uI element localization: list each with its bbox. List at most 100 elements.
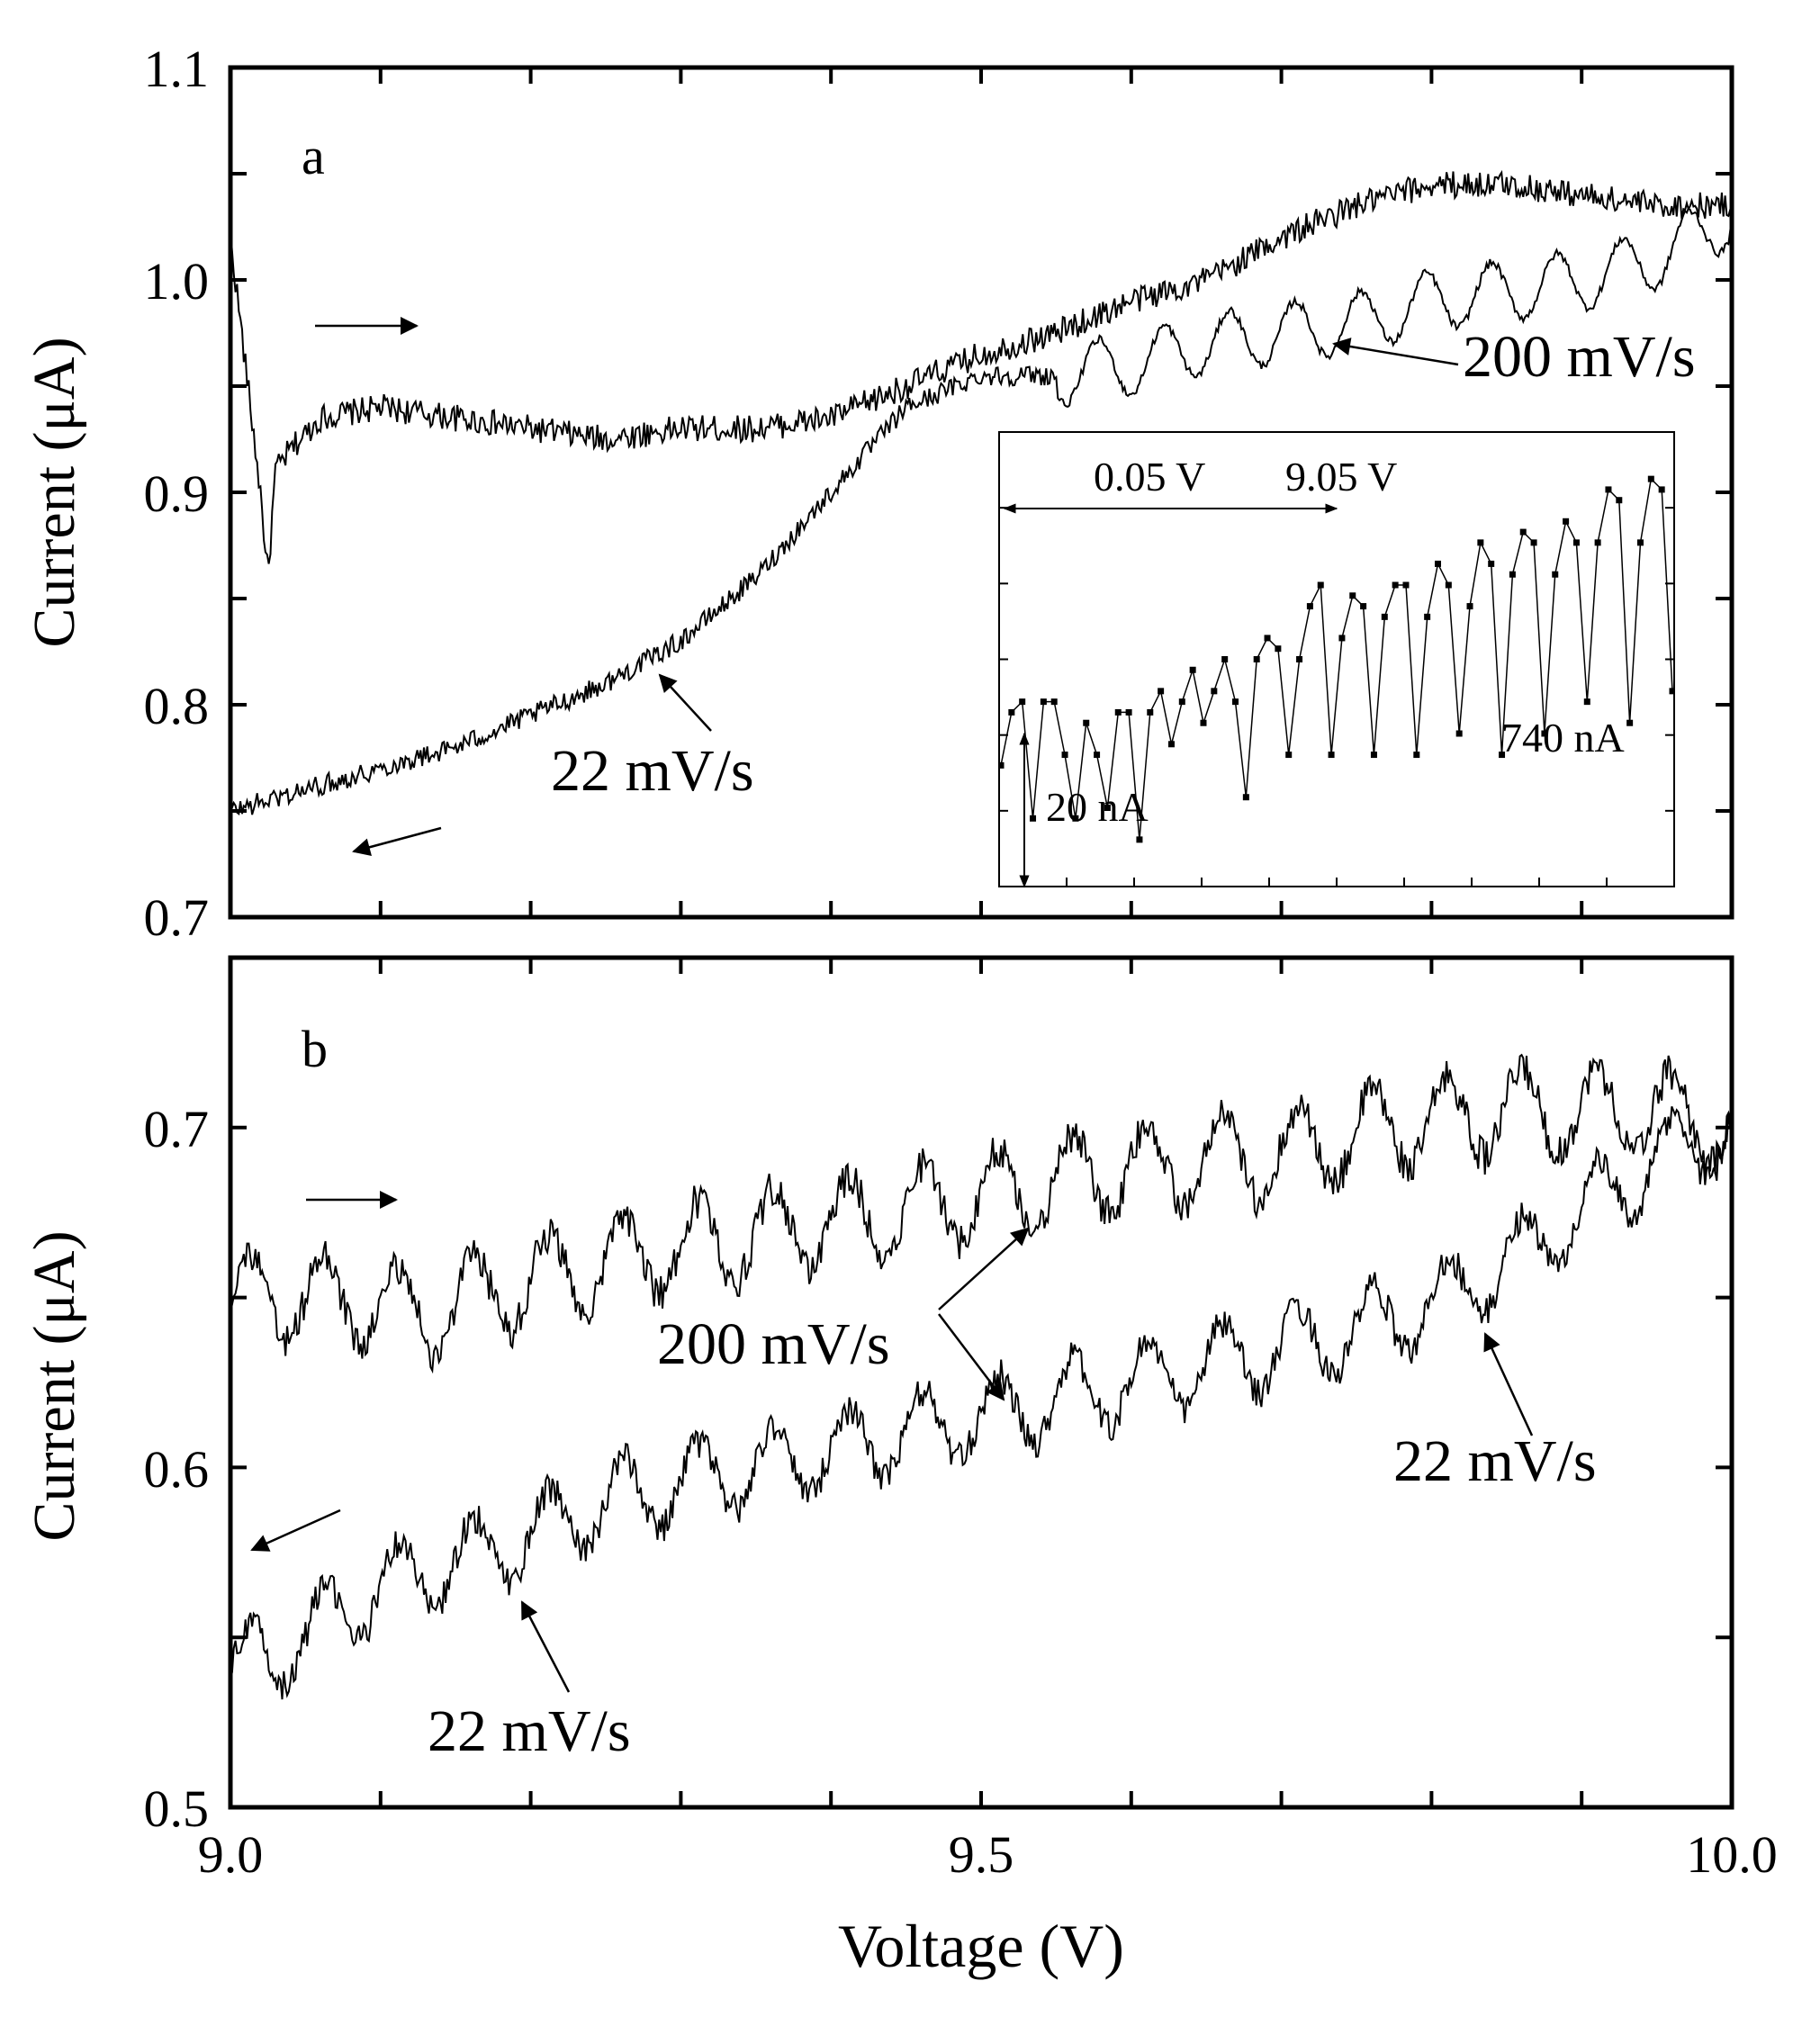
inset-data-point [1253,656,1260,662]
inset-data-point [1275,645,1282,653]
inset-data-point [1221,656,1229,662]
panel-b-ytick-label: 0.6 [144,1440,210,1499]
inset-label-20na: 20 nA [1046,784,1149,830]
inset-data-point [1605,486,1612,493]
inset-data-point [1061,752,1068,759]
panel-b-forward-series [230,1053,1732,1374]
inset-data-point [1552,571,1559,578]
annotation-200mvs: 200 mV/s [1463,324,1696,390]
panel-a-ytick-label: 0.9 [144,464,210,523]
inset-data-point [1296,656,1303,662]
inset-data-point [1466,603,1473,610]
xtick-label: 9.5 [949,1825,1014,1884]
annotation-22mvs-right-arrow [1483,1332,1534,1436]
annotation-22mvs: 22 mV/s [551,738,754,804]
inset-data-point [1402,581,1410,589]
inset-data-point [1114,708,1122,716]
inset-data-point [1008,708,1015,716]
inset-data-point [1616,497,1623,504]
panel-a-ytick-label: 0.7 [144,888,210,947]
inset-data-point [1583,698,1590,706]
inset-data-point [1572,539,1580,546]
panel-b-reverse-series [230,1106,1732,1700]
inset-label-740na: 740 nA [1501,715,1625,761]
inset-data-point [1669,688,1674,695]
inset-data-point [1338,635,1346,642]
inset-data-point [999,761,1005,769]
inset-data-point [1392,581,1399,589]
inset-data-point [1530,539,1537,546]
reverse-arrow [352,826,442,856]
inset-data-point [1189,666,1196,673]
inset-label-0-05v: 0.05 V [1094,454,1205,500]
inset-data-point [1509,571,1516,578]
inset-data-point [1626,719,1634,726]
inset-data-point [1030,815,1037,822]
annotation-22mvs-left: 22 mV/s [428,1698,631,1764]
panel-b-label: b [302,1020,328,1078]
inset-data-point [1158,688,1165,695]
inset-data-point [1167,741,1175,748]
annotation-200mvs: 200 mV/s [657,1311,890,1377]
inset-data-point [1360,603,1367,610]
inset-data-point [1519,528,1527,536]
inset-data-point [1242,794,1249,801]
inset-data-point [1306,603,1313,610]
inset-data-point [1083,719,1090,726]
inset-data-point [1647,475,1654,482]
panel-a-ylabel: Current (μA) [22,337,87,647]
inset-data-point [1125,708,1132,716]
inset-data-point [1424,613,1431,620]
inset-data-point [1499,752,1506,759]
xtick-label: 9.0 [198,1825,264,1884]
panel-a-ytick-label: 0.8 [144,677,210,735]
inset-data-point [1445,581,1452,589]
inset-data-point [1072,815,1079,822]
inset-series-markers [999,475,1674,843]
inset-data-point [1136,836,1143,843]
inset-data-point [1455,730,1463,737]
xlabel: Voltage (V) [838,1912,1124,1980]
panel-a-ytick-label: 1.1 [144,40,210,98]
panel-a-frame [228,65,1734,920]
annotation-22mvs-left-arrow [520,1600,571,1693]
inset-series-line [1000,477,1673,840]
inset-plot: 0.05 V 9.05 V 20 nA 740 nA [998,431,1675,888]
inset-data-point [1563,518,1570,525]
inset-data-point [1040,698,1047,706]
inset-data-point [1178,698,1185,706]
inset-data-point [1019,698,1026,706]
panel-a-label: a [302,127,325,185]
inset-label-9-05v: 9.05 V [1285,454,1397,500]
annotation-22mvs-right: 22 mV/s [1393,1428,1597,1494]
inset-data-point [1104,805,1111,811]
inset-data-point [1658,486,1665,493]
inset-ticks [999,507,1674,887]
inset-data-point [1285,752,1293,759]
inset-data-point [1050,698,1058,706]
inset-data-point [1370,752,1377,759]
reverse-arrow [250,1508,341,1552]
panel-b-frame [228,955,1734,1810]
panel-b: b 0.5 0.6 0.7 Current (μA) 9.0 9.5 10.0 … [22,955,1778,1980]
panel-b-ytick-label: 0.7 [144,1100,210,1158]
panel-a-forward-series [230,169,1732,564]
panel-a: a 0.7 0.8 0.9 1.0 1.1 Current (μA) 200 m… [22,40,1734,947]
inset-data-point [1636,539,1644,546]
inset-data-point [1094,752,1101,759]
xtick-label: 10.0 [1686,1825,1778,1884]
panel-b-ylabel: Current (μA) [22,1230,87,1541]
inset-data-point [1381,613,1388,620]
inset-data-point [1349,592,1356,599]
inset-data-point [1413,752,1420,759]
inset-data-point [1317,581,1324,589]
annotation-22mvs-arrow [658,673,712,732]
inset-data-point [1328,752,1335,759]
inset-data-point [1200,719,1207,726]
inset-data-point [1232,698,1239,706]
inset-data-point [1211,688,1218,695]
panel-b-ytick-label: 0.5 [144,1779,210,1838]
panel-a-ytick-label: 1.0 [144,252,210,311]
annotation-200mvs-arrow [1332,338,1459,366]
inset-data-point [1541,730,1548,737]
